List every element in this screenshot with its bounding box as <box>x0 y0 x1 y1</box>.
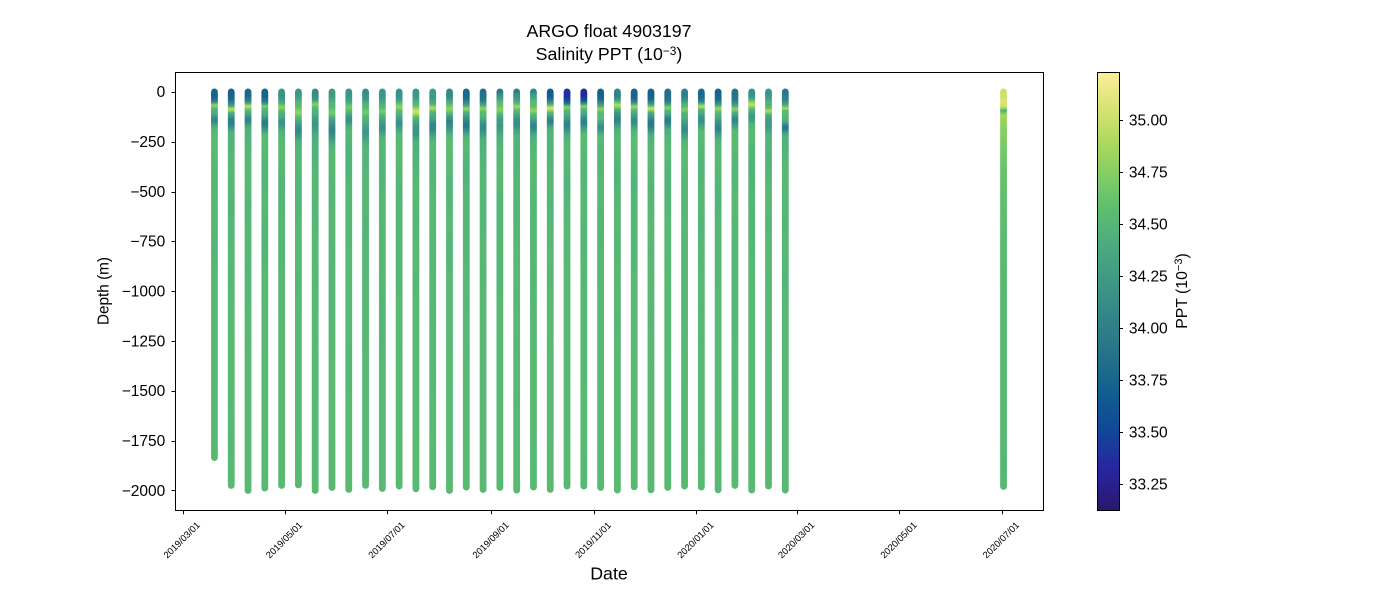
svg-text:−1000: −1000 <box>122 284 166 301</box>
svg-text:−750: −750 <box>130 234 165 251</box>
svg-text:−500: −500 <box>130 184 165 201</box>
svg-text:Depth (m): Depth (m) <box>96 257 113 325</box>
svg-text:34.25: 34.25 <box>1129 269 1168 286</box>
svg-text:33.75: 33.75 <box>1129 373 1168 390</box>
svg-text:−1750: −1750 <box>122 433 166 450</box>
svg-text:Date: Date <box>590 563 628 583</box>
svg-text:35.00: 35.00 <box>1129 112 1168 129</box>
svg-text:33.50: 33.50 <box>1129 425 1168 442</box>
svg-text:−1250: −1250 <box>122 333 166 350</box>
svg-text:Salinity PPT (10−3): Salinity PPT (10−3) <box>536 44 683 64</box>
svg-text:0: 0 <box>157 84 166 101</box>
svg-text:34.50: 34.50 <box>1129 216 1168 233</box>
svg-text:−250: −250 <box>130 134 165 151</box>
svg-text:ARGO float 4903197: ARGO float 4903197 <box>526 21 691 41</box>
svg-text:−2000: −2000 <box>122 483 166 500</box>
svg-text:PPT (10−3): PPT (10−3) <box>1173 253 1191 329</box>
svg-text:34.75: 34.75 <box>1129 164 1168 181</box>
svg-text:−1500: −1500 <box>122 383 166 400</box>
svg-text:34.00: 34.00 <box>1129 321 1168 338</box>
svg-text:33.25: 33.25 <box>1129 477 1168 494</box>
